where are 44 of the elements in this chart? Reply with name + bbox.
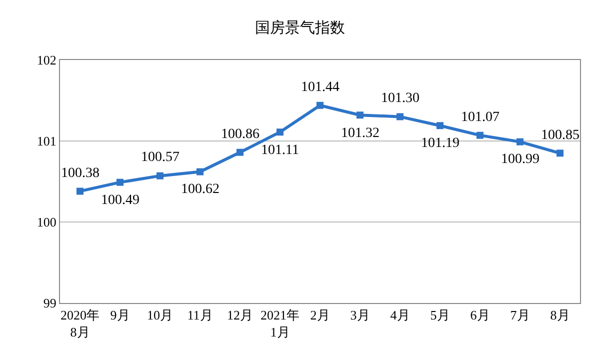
text: 101.19 bbox=[421, 136, 460, 151]
text: 100.99 bbox=[501, 152, 540, 167]
text: 101.30 bbox=[381, 91, 420, 106]
point bbox=[516, 138, 524, 146]
chart-title: 国房景气指数 bbox=[255, 18, 345, 36]
x-tick-label: 12月 bbox=[227, 308, 253, 323]
x-tick-label: 7月 bbox=[510, 308, 530, 323]
point bbox=[276, 128, 284, 136]
point bbox=[156, 172, 164, 180]
y-tick-label: 99 bbox=[43, 296, 56, 311]
x-tick-label: 2020年 8月 bbox=[60, 308, 100, 340]
point bbox=[556, 150, 564, 157]
point bbox=[76, 188, 84, 195]
text: 100.49 bbox=[101, 193, 140, 208]
x-tick-label: 8月 bbox=[550, 308, 570, 323]
point bbox=[236, 148, 244, 156]
text: 100.85 bbox=[541, 128, 580, 143]
text: 100.38 bbox=[61, 166, 100, 181]
x-tick-label: 3月 bbox=[350, 308, 370, 323]
text: 100.86 bbox=[221, 127, 260, 142]
point bbox=[396, 113, 404, 120]
text: 100.57 bbox=[141, 150, 180, 165]
point bbox=[316, 102, 324, 109]
x-tick-label: 6月 bbox=[470, 308, 490, 323]
x-tick-label: 5月 bbox=[430, 308, 450, 323]
point bbox=[116, 178, 124, 186]
x-tick-label: 2月 bbox=[310, 308, 330, 323]
y-tick-label: 100 bbox=[36, 214, 56, 230]
point bbox=[476, 132, 484, 139]
text: 101.11 bbox=[261, 143, 299, 158]
x-tick-label: 10月 bbox=[147, 308, 173, 323]
point bbox=[196, 168, 204, 176]
text: 101.44 bbox=[301, 80, 340, 95]
x-tick-label: 2021年 1月 bbox=[260, 308, 300, 340]
y-tick-label: 101 bbox=[36, 134, 56, 149]
point bbox=[356, 112, 364, 119]
y-tick-label: 102 bbox=[36, 52, 56, 68]
x-tick-label: 4月 bbox=[390, 308, 410, 323]
x-tick-label: 9月 bbox=[110, 308, 130, 323]
point bbox=[436, 122, 444, 130]
text: 101.32 bbox=[341, 126, 380, 141]
text: 100.62 bbox=[181, 182, 220, 197]
x-tick-label: 11月 bbox=[187, 308, 213, 323]
text: 101.07 bbox=[461, 110, 500, 125]
